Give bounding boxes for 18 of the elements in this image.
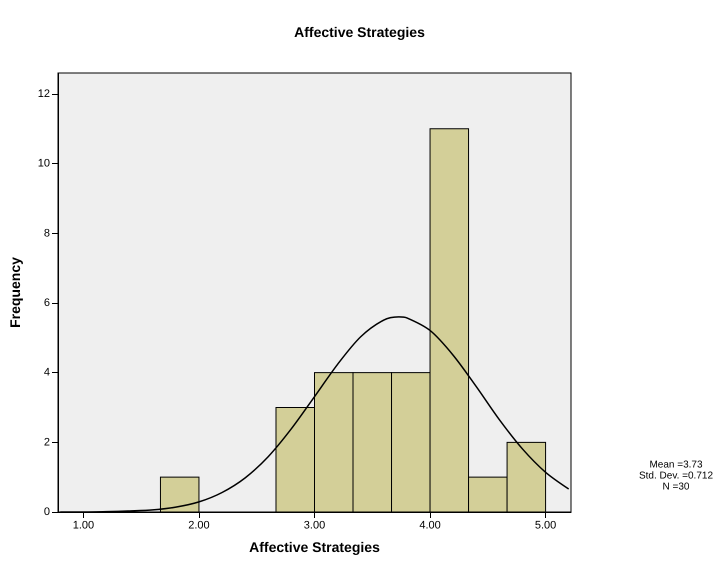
text: Std. Dev. =0.712 [638, 470, 714, 482]
y-tick-label: 4 [44, 366, 50, 379]
x-tick-label: 2.00 [188, 520, 210, 532]
y-tick-label: 2 [44, 436, 50, 448]
y-tick-label: 12 [38, 88, 50, 100]
chart-title: Affective Strategies [294, 24, 426, 40]
text: Mean =3.73 [649, 460, 703, 470]
x-tick-label: 1.00 [72, 520, 94, 532]
x-axis-title: Affective Strategies [249, 539, 380, 555]
y-axis-title: Frequency [7, 256, 23, 328]
y-tick-label: 8 [44, 227, 50, 240]
y-tick-label: 10 [38, 158, 50, 170]
text: N =30 [662, 482, 690, 492]
x-tick-label: 4.00 [419, 520, 441, 532]
x-tick-label: 3.00 [304, 520, 326, 532]
x-tick-label: 5.00 [534, 520, 556, 532]
y-tick-label: 6 [44, 296, 50, 309]
y-tick-label: 0 [44, 506, 50, 518]
